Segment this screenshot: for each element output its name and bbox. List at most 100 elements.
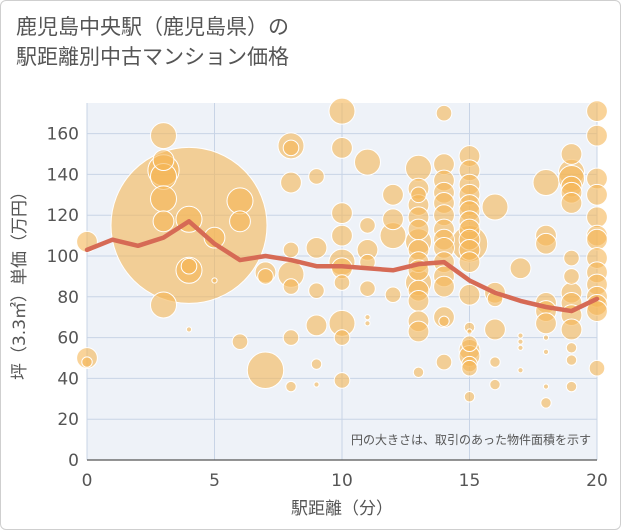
bubble-point: [586, 206, 608, 229]
bubble-point: [246, 351, 285, 389]
bubble-point: [282, 329, 300, 346]
bubble-point: [535, 232, 557, 255]
bubble-point: [331, 202, 353, 225]
bubble-point: [435, 353, 453, 371]
bubble-point: [328, 97, 356, 125]
bubble-point: [586, 100, 608, 123]
bubble-point: [152, 210, 175, 233]
bubble-point: [517, 367, 524, 374]
bubble-point: [308, 282, 325, 299]
bubble-point: [405, 154, 432, 182]
y-tick-label: 60: [57, 329, 79, 349]
bubble-point: [407, 289, 430, 312]
bubble-point: [407, 320, 430, 343]
bubble-point: [150, 185, 177, 213]
bubble-point: [532, 169, 560, 197]
bubble-point: [333, 274, 351, 291]
bubble-point: [257, 268, 274, 285]
bubble-point: [461, 359, 478, 377]
x-tick-label: 20: [586, 471, 608, 491]
axes: 0 5 10 15 20 0 20 40 60 80 100 120 140 160: [47, 125, 608, 491]
x-tick-label: 5: [209, 471, 220, 491]
bubble-point: [560, 318, 583, 341]
bubble-point: [310, 358, 323, 370]
bubble-point: [180, 257, 198, 275]
bubble-point: [152, 149, 175, 172]
bubble-point: [333, 329, 351, 346]
bubble-point: [481, 193, 509, 221]
bubble-point: [282, 139, 300, 157]
y-tick-label: 160: [47, 125, 79, 145]
y-tick-label: 80: [57, 288, 79, 308]
bubble-point: [150, 122, 177, 150]
bubble-point: [308, 168, 325, 185]
bubble-point: [150, 291, 177, 319]
bubble-point: [229, 210, 251, 233]
y-tick-label: 0: [68, 451, 79, 471]
bubble-point: [354, 148, 381, 176]
bubble-point: [535, 312, 557, 335]
bubble-point: [489, 356, 501, 368]
trend-line-group: [84, 219, 600, 314]
bubble-point: [563, 249, 580, 267]
bubble-point: [586, 124, 608, 147]
bubble-point: [560, 192, 583, 214]
bubble-point: [359, 217, 376, 234]
bubble-point: [364, 314, 371, 321]
bubble-point: [542, 383, 550, 390]
bubble-point: [563, 268, 580, 285]
bubble-point: [565, 354, 578, 366]
bubble-point: [517, 338, 524, 345]
bubble-point: [382, 183, 404, 206]
bubble-point: [226, 187, 254, 215]
bubble-point: [588, 359, 606, 377]
x-tick-label: 10: [331, 471, 353, 491]
bubble-point: [542, 334, 550, 341]
bubble-point: [407, 218, 430, 241]
bubble-point: [410, 186, 427, 204]
bubble-point: [305, 236, 328, 259]
bubble-point: [331, 224, 353, 247]
bubble-point: [185, 326, 193, 333]
x-tick-label: 15: [459, 471, 481, 491]
bubble-point: [517, 344, 524, 351]
bubble-point: [461, 335, 478, 353]
bubble-point: [565, 342, 578, 354]
bubble-point: [211, 277, 218, 284]
bubble-point: [282, 278, 300, 295]
bubble-point: [305, 314, 328, 337]
x-tick-label: 0: [82, 471, 93, 491]
bubble-point: [586, 183, 608, 206]
y-tick-label: 100: [47, 247, 79, 267]
bubble-point: [458, 251, 481, 274]
bubble-point: [359, 280, 376, 297]
bubble-point: [331, 136, 353, 159]
bubble-point: [586, 228, 608, 251]
bubble-point: [384, 286, 402, 304]
bubble-point: [364, 320, 371, 327]
bubble-point: [517, 332, 524, 339]
y-axis-label: 坪（3.3㎡）単価（万円）: [10, 183, 30, 380]
chart-title-line-1: 鹿児島中央駅（鹿児島県）の: [16, 15, 289, 39]
bubble-point: [382, 208, 404, 231]
bubble-point: [466, 328, 473, 335]
bubble-point: [489, 378, 501, 391]
bubble-point: [333, 372, 351, 389]
x-axis-label: 駅距離（分）: [291, 499, 393, 519]
bubble-point: [280, 171, 302, 194]
bubble-point: [542, 348, 550, 355]
bubble-point: [463, 391, 476, 403]
bubble-point: [435, 104, 453, 122]
bubble-point: [285, 380, 297, 393]
bubble-point: [458, 283, 481, 306]
bubble-point: [560, 143, 583, 165]
bubble-point: [540, 397, 552, 409]
average-price-line: [84, 219, 600, 314]
bubble-point: [438, 315, 450, 327]
y-tick-label: 140: [47, 165, 79, 185]
bubble-point: [509, 257, 532, 280]
size-annotation: 円の大きさは、取引のあった物件面積を示す: [351, 432, 591, 447]
bubble-point: [313, 381, 320, 388]
bubble-point: [484, 318, 506, 341]
bubble-point: [565, 380, 578, 393]
